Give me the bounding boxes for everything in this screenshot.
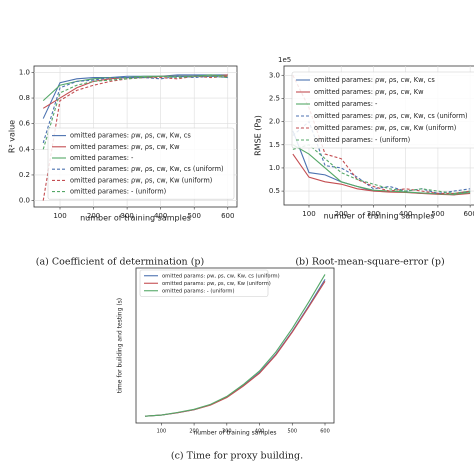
x-axis-label: number of training samples: [80, 214, 191, 223]
y-tick-label: 0.8: [19, 94, 30, 102]
legend-label: omitted parames: ρw, ρs, cw, Kw, cs (uni…: [314, 112, 468, 120]
x-tick-label: 600: [320, 429, 330, 435]
legend-label: omitted params: - (uniform): [162, 288, 235, 294]
x-tick-label: 200: [189, 429, 199, 435]
legend-label: omitted parames: ρw, ρs, cw, Kw (uniform…: [70, 176, 212, 184]
series-line: [292, 120, 471, 194]
legend-label: omitted parames: ρw, ρs, cw, Kw (uniform…: [314, 124, 456, 132]
legend-label: omitted parames: -: [314, 100, 378, 108]
y-tick-label: 1.0: [19, 68, 30, 76]
series-line: [42, 75, 228, 144]
x-tick-label: 400: [255, 429, 265, 435]
caption: (c) Time for proxy building.: [171, 451, 303, 462]
y-tick-label: 2.0: [269, 118, 280, 126]
series-line: [292, 144, 471, 195]
x-tick-label: 500: [287, 429, 297, 435]
y-axis-label: RMSE (Pa): [254, 115, 263, 156]
legend-label: omitted parames: ρw, ρs, cw, Kw, cs: [70, 132, 191, 140]
legend-label: omitted parames: ρw, ρs, cw, Kw, cs (uni…: [70, 165, 224, 173]
x-tick-label: 200: [335, 210, 348, 218]
x-tick-label: 400: [154, 212, 167, 220]
legend-label: omitted params: ρw, ρs, cw, Kw (uniform): [162, 281, 271, 287]
legend-box: [291, 71, 474, 149]
series-line: [292, 144, 471, 194]
x-tick-label: 300: [222, 429, 232, 435]
x-tick-label: 300: [367, 210, 380, 218]
x-tick-label: 600: [463, 210, 474, 218]
y-tick-label: 1.0: [269, 164, 280, 172]
x-tick-label: 600: [221, 212, 234, 220]
plot-lines: [42, 74, 228, 201]
legend-label: omitted parames: ρw, ρs, cw, Kw: [314, 88, 424, 96]
legend-box: [47, 127, 235, 200]
x-tick-label: 100: [302, 210, 315, 218]
plot-lines: [144, 274, 326, 417]
y-tick-label: 0.0: [19, 197, 30, 205]
offset-label: 1e5: [278, 56, 291, 64]
y-tick-label: 2.5: [269, 94, 280, 102]
caption: (a) Coefficient of determination (p): [36, 257, 204, 268]
x-tick-label: 500: [188, 212, 201, 220]
x-axis-label: number of training samples: [324, 212, 435, 221]
y-tick-label: 0.5: [269, 187, 280, 195]
caption: (b) Root-mean-square-error (p): [295, 257, 444, 268]
x-tick-label: 400: [399, 210, 412, 218]
x-axis-label: number of training samples: [193, 430, 276, 437]
y-tick-label: 1.5: [269, 141, 280, 149]
series-line: [144, 274, 326, 417]
x-tick-label: 100: [53, 212, 66, 220]
legend-label: omitted parames: - (uniform): [314, 136, 410, 144]
y-tick-label: 0.2: [19, 171, 30, 179]
x-tick-label: 300: [120, 212, 133, 220]
legend-label: omitted parames: - (uniform): [70, 188, 166, 196]
legend-label: omitted parames: -: [70, 154, 134, 162]
series-line: [42, 74, 228, 119]
legend-label: omitted parames: ρw, ρs, cw, Kw, cs: [314, 76, 435, 84]
legend-box: [139, 269, 269, 297]
x-tick-label: 500: [431, 210, 444, 218]
y-axis-label: R² value: [8, 120, 17, 153]
y-tick-label: 0.4: [19, 145, 31, 153]
x-tick-label: 100: [157, 429, 167, 435]
y-tick-label: 3.0: [269, 71, 280, 79]
legend-label: omitted parames: ρw, ρs, cw, Kw: [70, 143, 180, 151]
legend-label: omitted params: ρw, ρs, cw, Kw, cs (unif…: [162, 273, 280, 279]
x-tick-label: 200: [87, 212, 100, 220]
series-line: [42, 75, 228, 150]
y-axis-label: time for building and testing (s): [117, 298, 124, 393]
y-tick-label: 0.6: [19, 120, 31, 128]
